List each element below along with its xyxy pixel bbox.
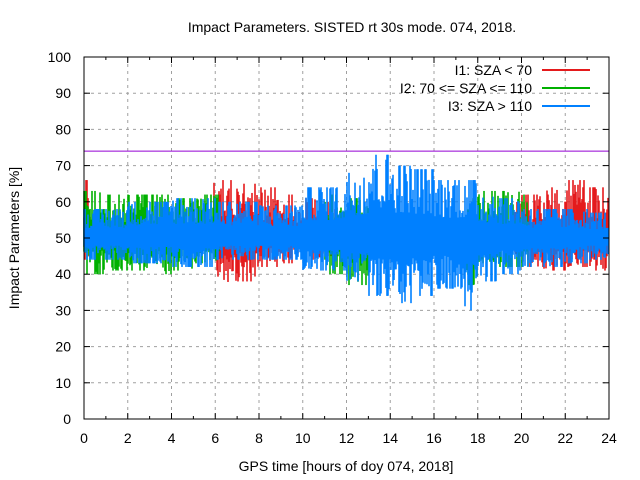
y-axis-label: Impact Parameters [%]: [6, 167, 22, 309]
x-axis-label: GPS time [hours of doy 074, 2018]: [239, 458, 454, 474]
x-tick-label: 16: [426, 430, 442, 446]
x-tick-label: 14: [382, 430, 398, 446]
x-tick-label: 8: [255, 430, 263, 446]
y-tick-label: 60: [55, 194, 71, 210]
y-tick-label: 80: [55, 121, 71, 137]
y-tick-label: 90: [55, 85, 71, 101]
x-tick-label: 24: [601, 430, 617, 446]
y-tick-label: 40: [55, 266, 71, 282]
grid: [84, 57, 609, 419]
chart-title: Impact Parameters. SISTED rt 30s mode. 0…: [188, 19, 516, 35]
data-series-group: [83, 154, 609, 311]
legend-label: I3: SZA > 110: [448, 98, 532, 114]
legend: I1: SZA < 70 I2: 70 <= SZA <= 110 I3: SZA …: [400, 62, 590, 114]
y-tick-label: 30: [55, 302, 71, 318]
x-tick-label: 22: [557, 430, 573, 446]
x-tick-label: 10: [295, 430, 311, 446]
y-tick-label: 10: [55, 375, 71, 391]
legend-label: I1: SZA < 70: [455, 62, 533, 78]
x-tick-label: 2: [124, 430, 132, 446]
x-tick-label: 4: [168, 430, 176, 446]
legend-label: I2: 70 <= SZA <= 110: [400, 80, 532, 96]
x-tick-label: 0: [80, 430, 88, 446]
y-tick-label: 100: [48, 49, 72, 65]
x-tick-label: 6: [211, 430, 219, 446]
y-tick-label: 70: [55, 158, 71, 174]
y-tick-label: 20: [55, 339, 71, 355]
x-tick-label: 20: [514, 430, 530, 446]
x-tick-label: 18: [470, 430, 486, 446]
series-3: [83, 154, 609, 311]
y-tick-label: 50: [55, 230, 71, 246]
y-tick-label: 0: [63, 411, 71, 427]
x-tick-label: 12: [339, 430, 355, 446]
